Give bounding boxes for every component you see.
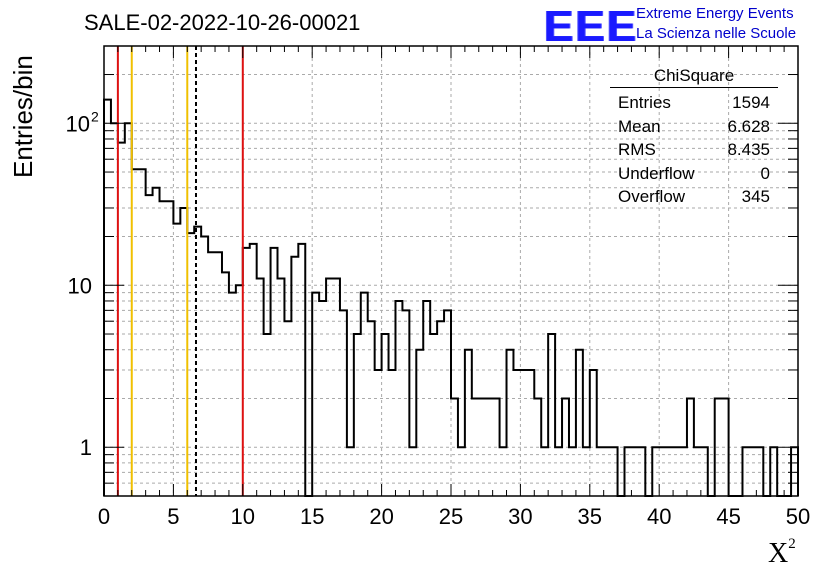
stats-row-mean: Mean 6.628 — [618, 116, 770, 136]
logo-line-2: La Scienza nelle Scuole — [636, 25, 797, 42]
x-tick-label: 5 — [167, 504, 179, 529]
x-tick-label: 35 — [578, 504, 602, 529]
x-tick-label: 45 — [716, 504, 740, 529]
y-tick-label: 10 — [66, 111, 90, 136]
x-tick-label: 10 — [231, 504, 255, 529]
logo-line-1: Extreme Energy Events — [636, 5, 794, 22]
chart-title: SALE-02-2022-10-26-00021 — [84, 10, 361, 35]
y-axis-label: Entries/bin — [8, 55, 38, 178]
x-tick-label: 0 — [98, 504, 110, 529]
stats-row-overflow: Overflow 345 — [618, 187, 770, 206]
x-tick-label: 50 — [786, 504, 810, 529]
stats-title: ChiSquare — [610, 66, 778, 88]
stats-box: ChiSquare Entries 1594 Mean 6.628 RMS 8.435… — [610, 66, 778, 209]
x-tick-label: 40 — [647, 504, 671, 529]
x-tick-label: 25 — [439, 504, 463, 529]
stats-row-entries: Entries 1594 — [618, 93, 770, 112]
y-tick-label: 10 — [68, 273, 92, 298]
x-axis-label: X2 — [768, 536, 796, 569]
histogram-line — [103, 98, 799, 497]
stats-row-underflow: Underflow 0 — [618, 163, 770, 183]
y-tick-label-exponent: 2 — [91, 108, 99, 124]
x-tick-label: 15 — [300, 504, 324, 529]
stats-row-rms: RMS 8.435 — [618, 140, 770, 159]
x-tick-label: 20 — [369, 504, 393, 529]
eee-logo: EEE — [544, 2, 639, 51]
y-tick-label: 1 — [80, 435, 92, 460]
x-tick-label: 30 — [508, 504, 532, 529]
